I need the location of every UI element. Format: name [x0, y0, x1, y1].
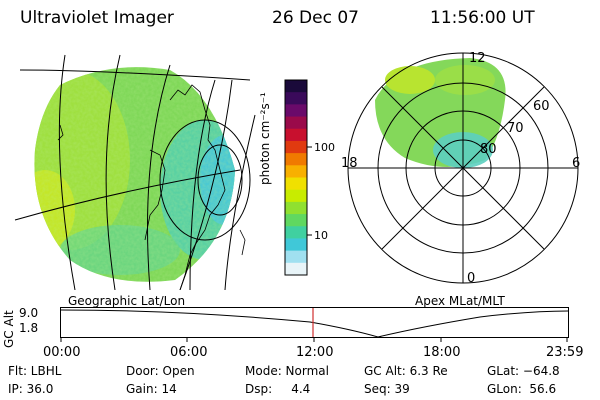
colorbar-block [285, 92, 307, 105]
date-label: 26 Dec 07 [272, 8, 359, 28]
colorbar-block [285, 238, 307, 252]
colorbar-block [285, 116, 307, 130]
colorbar-block [285, 153, 307, 166]
colorbar-block [285, 165, 307, 178]
lat-label-80: 80 [480, 142, 497, 157]
colorbar-block [285, 226, 307, 239]
polar-grid [347, 52, 579, 284]
status-flt: Flt: LBHL [8, 364, 62, 378]
mlt-label-0: 0 [467, 271, 475, 286]
colorbar: 100 10 [284, 79, 335, 276]
status-ip: IP: 36.0 [8, 382, 54, 396]
status-glon: GLon: 56.6 [487, 382, 557, 396]
status-dsp: Dsp: 4.4 [245, 382, 311, 396]
colorbar-block [285, 189, 307, 203]
colorbar-block [285, 201, 307, 215]
colorbar-tick-100: 100 [314, 141, 335, 154]
time-label: 11:56:00 UT [430, 8, 535, 28]
colorbar-block [285, 140, 307, 154]
apex-label: Apex MLat/MLT [415, 294, 505, 308]
colorbar-block [285, 80, 307, 93]
coastline [57, 84, 246, 290]
alt-ytick-low: 1.8 [19, 321, 39, 335]
colorbar-gradient [285, 80, 307, 276]
lat-label-70: 70 [507, 121, 524, 136]
status-glat: GLat: −64.8 [487, 364, 560, 378]
altitude-plot [60, 307, 569, 342]
lat-label-60: 60 [533, 99, 550, 114]
colorbar-block [285, 128, 307, 142]
status-gc-alt: GC Alt: 6.3 Re [364, 364, 448, 378]
geographic-label: Geographic Lat/Lon [68, 294, 186, 308]
colorbar-tick-10: 10 [314, 229, 328, 242]
aurora-image [34, 67, 235, 282]
alt-xtick-1200: 12:00 [296, 345, 334, 360]
status-seq: Seq: 39 [364, 382, 410, 396]
colorbar-block [285, 262, 307, 276]
colorbar-block [285, 104, 307, 118]
alt-xtick-1800: 18:00 [423, 345, 461, 360]
colorbar-block [285, 250, 307, 264]
status-gain: Gain: 14 [126, 382, 177, 396]
instrument-title: Ultraviolet Imager [20, 8, 174, 28]
colorbar-unit-label: photon cm⁻²s⁻¹ [258, 92, 272, 185]
lat-lon-grid [14, 54, 256, 290]
alt-ytick-high: 9.0 [19, 306, 39, 320]
colorbar-block [285, 214, 307, 227]
alt-ylabel: GC Alt [2, 310, 16, 348]
alt-xtick-2359: 23:59 [546, 345, 584, 360]
status-mode: Mode: Normal [245, 364, 329, 378]
mlt-label-18: 18 [341, 156, 358, 171]
status-door: Door: Open [126, 364, 195, 378]
alt-xtick-0600: 06:00 [170, 345, 208, 360]
geographic-map [14, 54, 256, 290]
colorbar-block [285, 177, 307, 191]
mlt-label-12: 12 [469, 51, 486, 66]
mlt-label-6: 6 [572, 156, 580, 171]
polar-plot: 12 18 6 0 60 70 80 [341, 51, 580, 286]
alt-xtick-0000: 00:00 [43, 345, 81, 360]
